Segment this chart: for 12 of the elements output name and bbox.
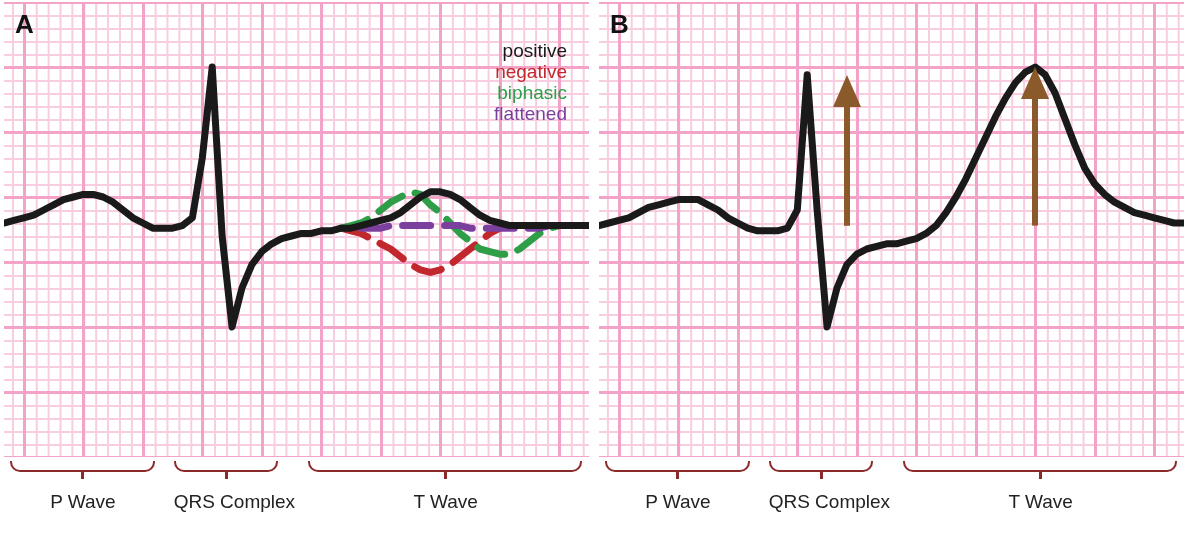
text: T Wave (1007, 491, 1074, 513)
text: positive (502, 40, 567, 61)
text: negative (495, 61, 567, 82)
text: P Wave (49, 491, 117, 513)
text: T Wave (412, 491, 479, 513)
text: P Wave (644, 491, 712, 513)
text: QRS Complex (768, 491, 891, 513)
text: biphasic (497, 82, 567, 103)
text: flattened (494, 103, 567, 124)
chart-title: A (15, 9, 34, 39)
text: QRS Complex (173, 491, 296, 513)
chart-title: B (610, 9, 629, 39)
